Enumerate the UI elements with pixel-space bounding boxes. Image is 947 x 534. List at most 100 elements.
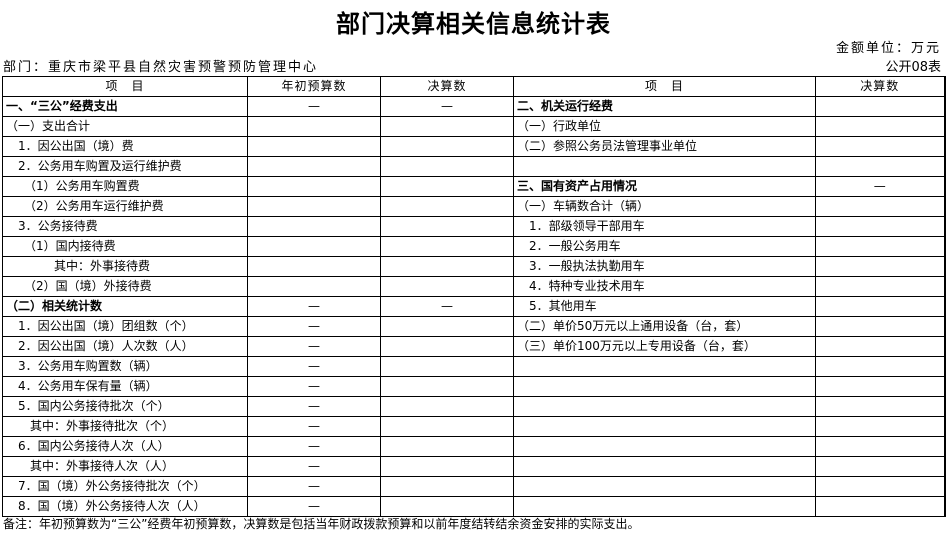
- budget-value: —: [247, 496, 381, 517]
- right-item: [513, 496, 816, 517]
- left-item: 1．因公出国（境）费: [2, 136, 248, 157]
- final-value-right: [815, 216, 946, 237]
- final-value-right: [815, 376, 946, 397]
- budget-value: [247, 116, 381, 137]
- right-item: [513, 396, 816, 417]
- final-value-left: —: [380, 96, 514, 117]
- right-item: （三）单价100万元以上专用设备（台，套）: [513, 336, 816, 357]
- left-item: 其中：外事接待人次（人）: [2, 456, 248, 477]
- budget-value: —: [247, 396, 381, 417]
- left-item: 5．国内公务接待批次（个）: [2, 396, 248, 417]
- budget-value: [247, 256, 381, 277]
- header-budget: 年初预算数: [247, 76, 381, 97]
- budget-value: —: [247, 416, 381, 437]
- budget-value: —: [247, 336, 381, 357]
- footnote: 备注：年初预算数为“三公”经费年初预算数，决算数是包括当年财政拨款预算和以前年度…: [3, 517, 640, 531]
- header-row: 项 目 年初预算数 决算数 项 目 决算数: [2, 76, 946, 97]
- final-value-right: [815, 256, 946, 277]
- budget-value: [247, 196, 381, 217]
- table-row: 6．国内公务接待人次（人） —: [2, 436, 946, 457]
- budget-value: —: [247, 436, 381, 457]
- table-row: 2．公务用车购置及运行维护费: [2, 156, 946, 177]
- header-final-left: 决算数: [380, 76, 514, 97]
- header-item-left: 项 目: [2, 76, 248, 97]
- table-row: 5．国内公务接待批次（个） —: [2, 396, 946, 417]
- table-row: 其中：外事接待批次（个） —: [2, 416, 946, 437]
- right-item: 5．其他用车: [513, 296, 816, 317]
- final-value-left: [380, 196, 514, 217]
- right-item: [513, 476, 816, 497]
- budget-value: —: [247, 356, 381, 377]
- budget-value: [247, 236, 381, 257]
- final-value-left: [380, 156, 514, 177]
- budget-value: [247, 276, 381, 297]
- final-value-left: [380, 276, 514, 297]
- left-item: （一）支出合计: [2, 116, 248, 137]
- table-code: 公开08表: [885, 60, 941, 75]
- table-row: 3．公务用车购置数（辆） —: [2, 356, 946, 377]
- final-value-left: —: [380, 296, 514, 317]
- left-item: 4．公务用车保有量（辆）: [2, 376, 248, 397]
- table-row: （2）国（境）外接待费 4．特种专业技术用车: [2, 276, 946, 297]
- right-item: [513, 436, 816, 457]
- budget-value: —: [247, 96, 381, 117]
- table-row: 4．公务用车保有量（辆） —: [2, 376, 946, 397]
- right-item: （一）车辆数合计（辆）: [513, 196, 816, 217]
- left-item: 3．公务接待费: [2, 216, 248, 237]
- right-item: 二、机关运行经费: [513, 96, 816, 117]
- department-label: 部门：重庆市梁平县自然灾害预警预防管理中心: [3, 60, 319, 75]
- right-item: [513, 156, 816, 177]
- right-item: [513, 456, 816, 477]
- final-value-left: [380, 456, 514, 477]
- left-item: （2）国（境）外接待费: [2, 276, 248, 297]
- table-row: （1）公务用车购置费 三、国有资产占用情况 —: [2, 176, 946, 197]
- amount-unit: 金额单位：万元: [835, 41, 941, 56]
- final-value-right: [815, 416, 946, 437]
- final-value-right: [815, 316, 946, 337]
- table-row: 一、“三公”经费支出 — — 二、机关运行经费: [2, 96, 946, 117]
- table-row: （二）相关统计数 — — 5．其他用车: [2, 296, 946, 317]
- budget-value: —: [247, 456, 381, 477]
- table-row: 3．公务接待费 1．部级领导干部用车: [2, 216, 946, 237]
- final-value-right: [815, 276, 946, 297]
- budget-value: —: [247, 316, 381, 337]
- final-value-left: [380, 436, 514, 457]
- table-row: （一）支出合计 （一）行政单位: [2, 116, 946, 137]
- final-value-right: [815, 436, 946, 457]
- final-value-right: [815, 116, 946, 137]
- page-title: 部门决算相关信息统计表: [336, 10, 611, 38]
- final-value-left: [380, 416, 514, 437]
- left-item: （2）公务用车运行维护费: [2, 196, 248, 217]
- final-value-left: [380, 216, 514, 237]
- budget-value: [247, 136, 381, 157]
- final-value-left: [380, 376, 514, 397]
- final-value-left: [380, 176, 514, 197]
- final-value-left: [380, 396, 514, 417]
- table-row: 其中：外事接待人次（人） —: [2, 456, 946, 477]
- final-value-right: —: [815, 176, 946, 197]
- right-item: （二）参照公务员法管理事业单位: [513, 136, 816, 157]
- left-item: 其中：外事接待费: [2, 256, 248, 277]
- budget-value: [247, 176, 381, 197]
- final-value-left: [380, 236, 514, 257]
- budget-value: —: [247, 376, 381, 397]
- final-value-left: [380, 316, 514, 337]
- left-item: 7．国（境）外公务接待批次（个）: [2, 476, 248, 497]
- budget-value: —: [247, 296, 381, 317]
- final-value-left: [380, 476, 514, 497]
- left-item: 一、“三公”经费支出: [2, 96, 248, 117]
- table-row: 1．因公出国（境）团组数（个） — （二）单价50万元以上通用设备（台，套）: [2, 316, 946, 337]
- right-item: 1．部级领导干部用车: [513, 216, 816, 237]
- final-value-right: [815, 236, 946, 257]
- final-value-right: [815, 296, 946, 317]
- final-value-right: [815, 456, 946, 477]
- right-item: （二）单价50万元以上通用设备（台，套）: [513, 316, 816, 337]
- budget-value: [247, 216, 381, 237]
- left-item: 2．公务用车购置及运行维护费: [2, 156, 248, 177]
- table-row: 其中：外事接待费 3．一般执法执勤用车: [2, 256, 946, 277]
- table-row: （1）国内接待费 2．一般公务用车: [2, 236, 946, 257]
- table-row: 7．国（境）外公务接待批次（个） —: [2, 476, 946, 497]
- table-row: 1．因公出国（境）费 （二）参照公务员法管理事业单位: [2, 136, 946, 157]
- final-value-right: [815, 496, 946, 517]
- final-value-left: [380, 136, 514, 157]
